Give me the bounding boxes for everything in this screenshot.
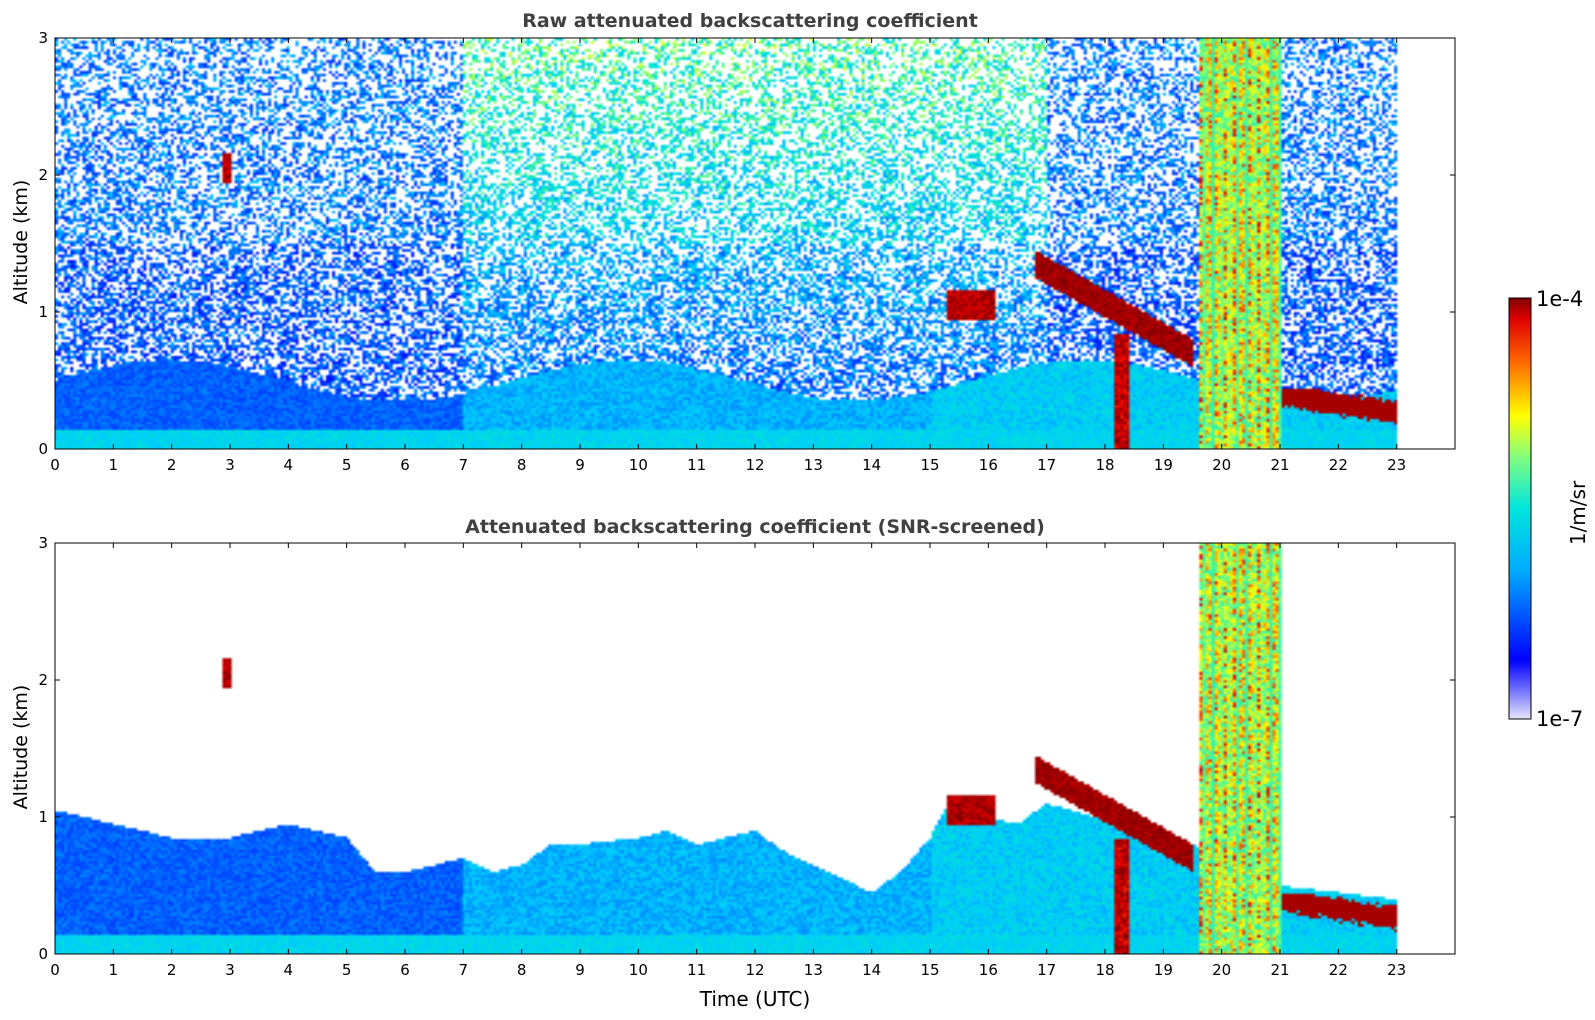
screened-x-ticks: 0 1 2 3 4 5 6 7 8 9 10 11 12 13 14 15 16 17 18 19 20 21 22 23 bbox=[50, 543, 1406, 979]
x-tick-label: 0 bbox=[50, 456, 60, 474]
x-tick-label: 21 bbox=[1270, 456, 1289, 474]
x-tick-label: 5 bbox=[342, 456, 352, 474]
screened-panel-ylabel: Altitude (km) bbox=[10, 685, 32, 810]
screened-heatmap bbox=[55, 543, 1455, 954]
colorbar: 1e-4 1e-7 1/m/sr bbox=[1508, 287, 1590, 731]
x-tick-label: 2 bbox=[167, 961, 177, 979]
x-tick-label: 12 bbox=[745, 961, 764, 979]
screened-y-ticks: 0 1 2 3 bbox=[38, 534, 1455, 963]
x-tick-label: 5 bbox=[342, 961, 352, 979]
x-tick-label: 14 bbox=[862, 961, 881, 979]
y-tick-label: 2 bbox=[38, 166, 48, 184]
x-tick-label: 10 bbox=[629, 456, 648, 474]
x-tick-label: 15 bbox=[920, 456, 939, 474]
x-tick-label: 14 bbox=[862, 456, 881, 474]
x-tick-label: 19 bbox=[1154, 961, 1173, 979]
x-tick-label: 17 bbox=[1037, 961, 1056, 979]
x-tick-label: 6 bbox=[400, 961, 410, 979]
raw-heatmap bbox=[55, 38, 1455, 449]
x-tick-label: 23 bbox=[1387, 456, 1406, 474]
y-tick-label: 2 bbox=[38, 671, 48, 689]
x-tick-label: 2 bbox=[167, 456, 177, 474]
x-tick-label: 20 bbox=[1212, 456, 1231, 474]
x-tick-label: 13 bbox=[804, 961, 823, 979]
raw-backscatter-panel: Raw attenuated backscattering coefficien… bbox=[10, 10, 1456, 474]
y-tick-label: 0 bbox=[38, 945, 48, 963]
x-tick-label: 22 bbox=[1329, 961, 1348, 979]
x-tick-label: 16 bbox=[979, 961, 998, 979]
x-tick-label: 3 bbox=[225, 961, 235, 979]
x-tick-label: 0 bbox=[50, 961, 60, 979]
raw-panel-ylabel: Altitude (km) bbox=[10, 180, 32, 305]
screened-backscatter-panel: Attenuated backscattering coefficient (S… bbox=[10, 516, 1456, 1011]
x-tick-label: 7 bbox=[459, 961, 469, 979]
raw-x-ticks: 0 1 2 3 4 5 6 7 8 9 10 11 12 13 14 15 16 17 18 19 20 21 22 23 bbox=[50, 38, 1406, 474]
x-tick-label: 1 bbox=[109, 456, 119, 474]
raw-panel-title: Raw attenuated backscattering coefficien… bbox=[522, 10, 978, 32]
heatmap-image bbox=[55, 38, 1455, 449]
colorbar-min-label: 1e-7 bbox=[1536, 707, 1583, 731]
x-tick-label: 7 bbox=[459, 456, 469, 474]
x-tick-label: 8 bbox=[517, 456, 527, 474]
x-tick-label: 4 bbox=[284, 961, 294, 979]
screened-panel-xlabel: Time (UTC) bbox=[699, 987, 811, 1011]
raw-y-ticks: 0 1 2 3 bbox=[38, 29, 1455, 458]
y-tick-label: 3 bbox=[38, 534, 48, 552]
colorbar-max-label: 1e-4 bbox=[1536, 287, 1583, 311]
x-tick-label: 10 bbox=[629, 961, 648, 979]
y-tick-label: 1 bbox=[38, 808, 48, 826]
x-tick-label: 6 bbox=[400, 456, 410, 474]
x-tick-label: 1 bbox=[109, 961, 119, 979]
x-tick-label: 11 bbox=[687, 961, 706, 979]
x-tick-label: 3 bbox=[225, 456, 235, 474]
x-tick-label: 9 bbox=[575, 961, 585, 979]
y-tick-label: 0 bbox=[38, 440, 48, 458]
x-tick-label: 20 bbox=[1212, 961, 1231, 979]
x-tick-label: 18 bbox=[1095, 456, 1114, 474]
x-tick-label: 22 bbox=[1329, 456, 1348, 474]
colorbar-unit-label: 1/m/sr bbox=[1566, 480, 1590, 545]
x-tick-label: 18 bbox=[1095, 961, 1114, 979]
x-tick-label: 4 bbox=[284, 456, 294, 474]
y-tick-label: 3 bbox=[38, 29, 48, 47]
x-tick-label: 12 bbox=[745, 456, 764, 474]
screened-panel-title: Attenuated backscattering coefficient (S… bbox=[465, 516, 1045, 538]
heatmap-image bbox=[55, 543, 1455, 954]
x-tick-label: 11 bbox=[687, 456, 706, 474]
x-tick-label: 21 bbox=[1270, 961, 1289, 979]
x-tick-label: 15 bbox=[920, 961, 939, 979]
x-tick-label: 19 bbox=[1154, 456, 1173, 474]
y-tick-label: 1 bbox=[38, 303, 48, 321]
x-tick-label: 13 bbox=[804, 456, 823, 474]
x-tick-label: 8 bbox=[517, 961, 527, 979]
x-tick-label: 9 bbox=[575, 456, 585, 474]
colorbar-gradient bbox=[1508, 297, 1532, 720]
x-tick-label: 23 bbox=[1387, 961, 1406, 979]
x-tick-label: 17 bbox=[1037, 456, 1056, 474]
x-tick-label: 16 bbox=[979, 456, 998, 474]
